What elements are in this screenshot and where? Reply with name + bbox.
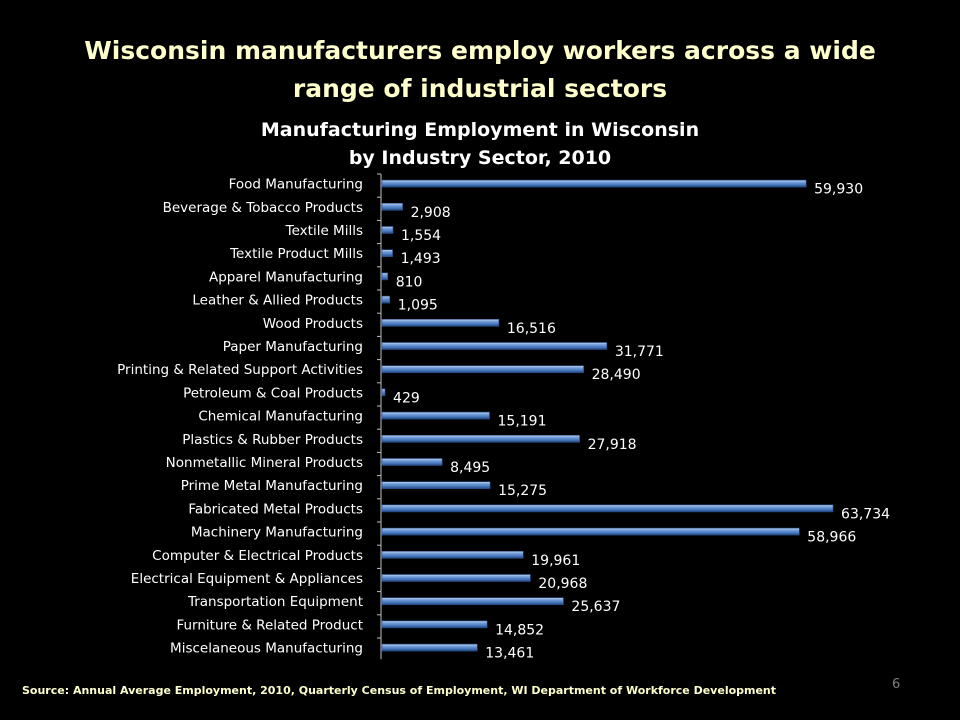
data-label: 31,771 xyxy=(615,344,664,360)
chart-title: Manufacturing Employment in Wisconsin xyxy=(261,119,699,141)
bar xyxy=(381,249,393,257)
category-label: Food Manufacturing xyxy=(229,177,363,193)
bar xyxy=(381,481,491,490)
data-label: 20,968 xyxy=(538,576,587,592)
slide-title-line-2: range of industrial sectors xyxy=(292,74,668,103)
bar xyxy=(381,620,488,629)
data-label: 15,275 xyxy=(498,483,547,499)
bar xyxy=(381,458,443,466)
bar xyxy=(381,574,531,582)
data-label: 1,554 xyxy=(401,228,441,244)
category-label: Beverage & Tobacco Products xyxy=(163,200,363,216)
data-label: 25,637 xyxy=(571,599,620,615)
bar xyxy=(381,179,807,188)
data-label: 14,852 xyxy=(495,622,544,638)
category-label: Apparel Manufacturing xyxy=(209,269,363,285)
bar xyxy=(381,434,580,443)
category-label: Miscelaneous Manufacturing xyxy=(170,641,363,657)
data-label: 27,918 xyxy=(588,437,637,453)
category-label: Nonmetallic Mineral Products xyxy=(166,455,363,471)
data-label: 16,516 xyxy=(507,321,556,337)
category-label: Paper Manufacturing xyxy=(223,339,363,355)
bar xyxy=(381,550,524,559)
data-label: 1,095 xyxy=(398,298,438,314)
category-label: Machinery Manufacturing xyxy=(191,525,363,541)
bar xyxy=(381,388,386,397)
bar xyxy=(381,597,564,606)
bar xyxy=(381,643,478,652)
data-label: 2,908 xyxy=(411,205,451,221)
data-label: 8,495 xyxy=(450,460,490,476)
bar xyxy=(381,365,584,374)
bar xyxy=(381,527,800,536)
category-label: Textile Mills xyxy=(285,223,363,239)
data-label: 19,961 xyxy=(531,553,580,569)
data-label: 429 xyxy=(393,390,420,406)
page-number: 6 xyxy=(892,677,901,692)
data-label: 59,930 xyxy=(814,182,863,198)
data-label: 810 xyxy=(396,274,423,290)
category-label: Wood Products xyxy=(263,316,363,332)
bar xyxy=(381,318,500,327)
bar xyxy=(381,295,391,304)
bar xyxy=(381,411,490,420)
data-label: 63,734 xyxy=(841,506,890,522)
category-label: Furniture & Related Product xyxy=(176,617,363,633)
category-label: Prime Metal Manufacturing xyxy=(181,478,363,494)
category-label: Petroleum & Coal Products xyxy=(183,385,363,401)
bar xyxy=(381,272,389,281)
data-label: 58,966 xyxy=(807,530,856,546)
slide-title: Wisconsin manufacturers employ workers a… xyxy=(40,32,920,108)
bar xyxy=(381,226,394,234)
bar xyxy=(381,342,608,350)
data-label: 15,191 xyxy=(498,414,547,430)
data-label: 28,490 xyxy=(592,367,641,383)
category-label: Chemical Manufacturing xyxy=(198,409,363,425)
category-label: Printing & Related Support Activities xyxy=(117,362,363,378)
category-label: Computer & Electrical Products xyxy=(152,548,363,564)
category-label: Plastics & Rubber Products xyxy=(182,432,363,448)
data-label: 1,493 xyxy=(401,251,441,267)
slide-title-line-1: Wisconsin manufacturers employ workers a… xyxy=(84,36,876,65)
chart-subtitle: by Industry Sector, 2010 xyxy=(349,147,611,169)
bar xyxy=(381,203,403,211)
bar xyxy=(381,504,834,513)
category-label: Electrical Equipment & Appliances xyxy=(131,571,363,587)
category-label: Leather & Allied Products xyxy=(192,293,363,309)
data-label: 13,461 xyxy=(485,646,534,662)
category-label: Textile Product Mills xyxy=(229,246,363,262)
category-label: Transportation Equipment xyxy=(187,594,363,610)
source-note: Source: Annual Average Employment, 2010,… xyxy=(22,684,777,697)
category-label: Fabricated Metal Products xyxy=(188,501,363,517)
